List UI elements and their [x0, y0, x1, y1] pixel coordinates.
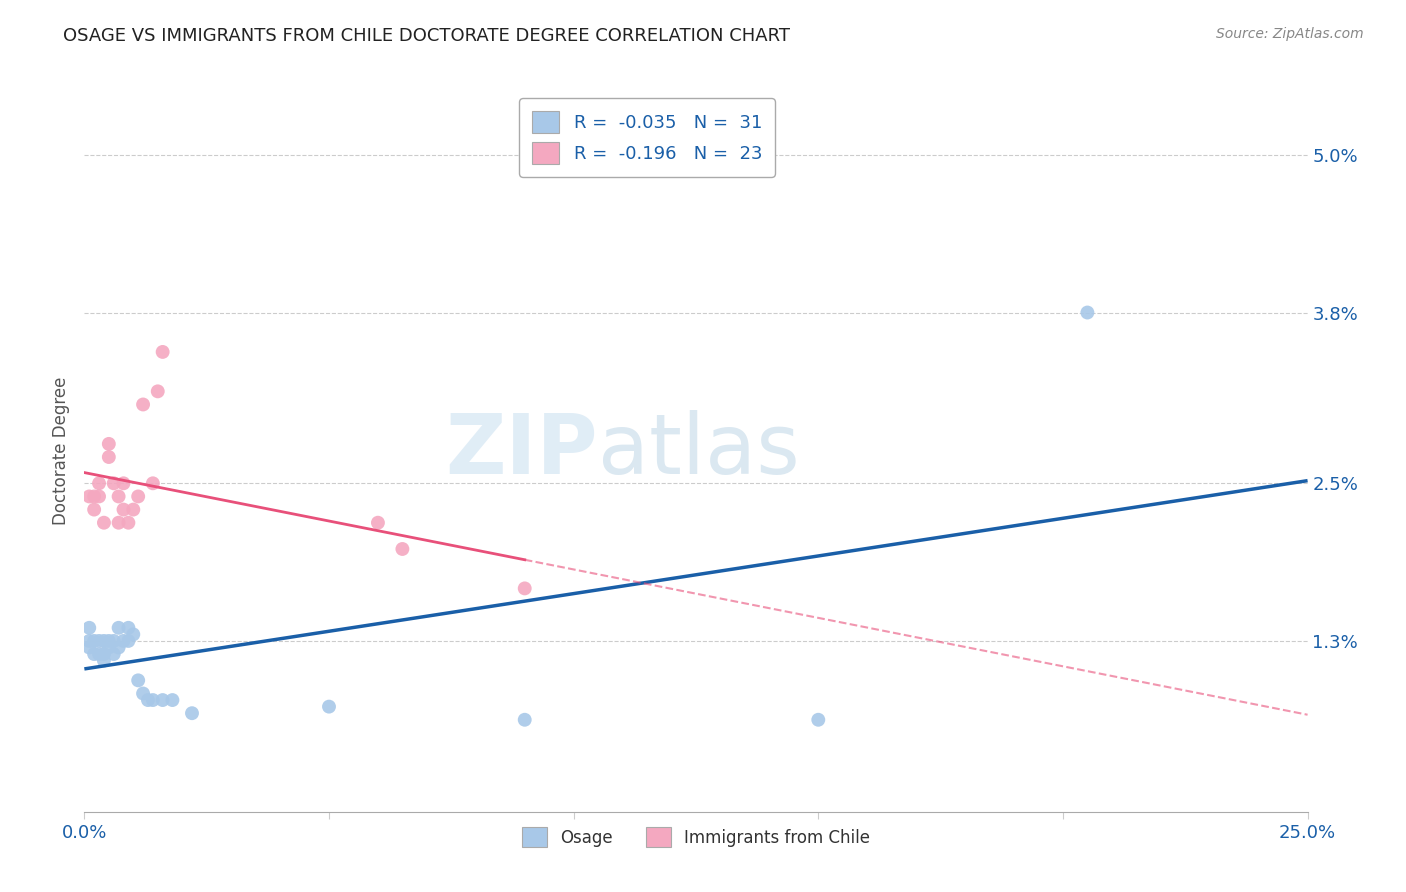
- Point: [107, 490, 129, 504]
- Point: [122, 502, 145, 516]
- Point: [83, 647, 105, 661]
- Point: [87, 490, 110, 504]
- Point: [112, 634, 135, 648]
- Point: [391, 541, 413, 556]
- Point: [136, 693, 159, 707]
- Point: [142, 693, 165, 707]
- Point: [367, 516, 389, 530]
- Point: [513, 582, 536, 596]
- Point: [93, 654, 115, 668]
- Point: [87, 634, 110, 648]
- Point: [146, 384, 169, 399]
- Text: ZIP: ZIP: [446, 410, 598, 491]
- Point: [87, 647, 110, 661]
- Point: [107, 640, 129, 655]
- Point: [83, 634, 105, 648]
- Point: [93, 634, 115, 648]
- Point: [107, 516, 129, 530]
- Point: [77, 621, 100, 635]
- Text: atlas: atlas: [598, 410, 800, 491]
- Point: [97, 450, 120, 464]
- Point: [112, 476, 135, 491]
- Point: [132, 686, 155, 700]
- Point: [97, 437, 120, 451]
- Point: [83, 490, 105, 504]
- Point: [142, 476, 165, 491]
- Point: [807, 713, 830, 727]
- Point: [122, 627, 145, 641]
- Point: [112, 502, 135, 516]
- Point: [152, 345, 174, 359]
- Point: [103, 647, 125, 661]
- Point: [97, 634, 120, 648]
- Point: [87, 476, 110, 491]
- Point: [318, 699, 340, 714]
- Point: [107, 621, 129, 635]
- Point: [117, 516, 139, 530]
- Point: [83, 502, 105, 516]
- Point: [97, 640, 120, 655]
- Point: [132, 397, 155, 411]
- Point: [162, 693, 184, 707]
- Text: Source: ZipAtlas.com: Source: ZipAtlas.com: [1216, 27, 1364, 41]
- Point: [103, 634, 125, 648]
- Point: [117, 621, 139, 635]
- Text: OSAGE VS IMMIGRANTS FROM CHILE DOCTORATE DEGREE CORRELATION CHART: OSAGE VS IMMIGRANTS FROM CHILE DOCTORATE…: [63, 27, 790, 45]
- Point: [513, 713, 536, 727]
- Legend: Osage, Immigrants from Chile: Osage, Immigrants from Chile: [515, 821, 877, 854]
- Y-axis label: Doctorate Degree: Doctorate Degree: [52, 376, 70, 524]
- Point: [77, 490, 100, 504]
- Point: [127, 673, 149, 688]
- Point: [77, 634, 100, 648]
- Point: [93, 516, 115, 530]
- Point: [103, 476, 125, 491]
- Point: [1076, 305, 1098, 319]
- Point: [181, 706, 204, 721]
- Point: [93, 647, 115, 661]
- Point: [117, 634, 139, 648]
- Point: [77, 640, 100, 655]
- Point: [152, 693, 174, 707]
- Point: [127, 490, 149, 504]
